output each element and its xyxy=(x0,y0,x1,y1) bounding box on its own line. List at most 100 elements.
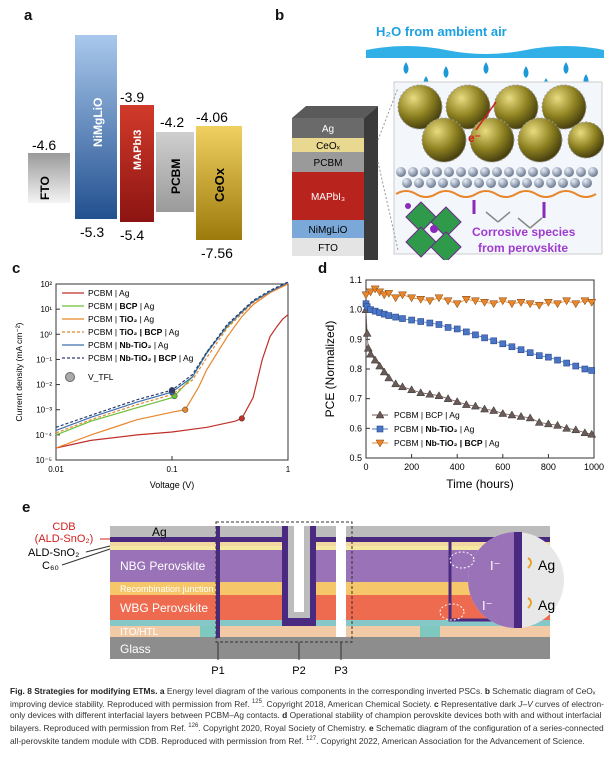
x-tick-label-d: 800 xyxy=(541,462,556,472)
legend-marker-d-0 xyxy=(375,410,385,419)
p1-label: P1 xyxy=(211,665,224,677)
x-tick-label-c: 1 xyxy=(286,465,291,474)
fto-bar xyxy=(28,153,70,203)
electron-label: e⁻ xyxy=(468,131,481,145)
cdb-label-1: CDB xyxy=(52,521,75,533)
data-point-d-1 xyxy=(572,362,580,370)
legend-label-c-0: PCBM | Ag xyxy=(88,288,130,298)
vtfl-point-c-2 xyxy=(182,406,189,413)
data-point-d-0 xyxy=(571,425,581,434)
data-point-d-1 xyxy=(481,334,488,342)
data-point-d-0 xyxy=(384,373,394,382)
x-tick-label-d: 200 xyxy=(404,462,419,472)
legend-label-c-3: PCBM | TiO₂ | BCP | Ag xyxy=(88,327,179,337)
y-axis-label-d: PCE (Normalized) xyxy=(323,321,337,418)
x-axis-label-c: Voltage (V) xyxy=(150,480,195,490)
caption-e-copyright: . Copyright 2022, American Association f… xyxy=(316,736,585,747)
x-tick-label-c: 0.01 xyxy=(48,465,64,474)
y-tick-label-d: 0.7 xyxy=(349,394,362,404)
data-point-d-2 xyxy=(587,299,597,307)
caption-a: Energy level diagram of the various comp… xyxy=(164,686,485,696)
mapbi3-bottom-value: -5.4 xyxy=(120,227,144,243)
y-tick-label-c: 10¹ xyxy=(40,305,52,314)
data-point-d-1 xyxy=(435,321,443,328)
legend-label-c-4: PCBM | Nb-TiO₂ | Ag xyxy=(88,340,169,350)
data-point-d-1 xyxy=(581,365,589,373)
energy-level-diagram: -4.6 FTO NiMgLiO -5.3 -3.9 MAPbI3 -5.4 -… xyxy=(28,35,242,261)
fto-label: FTO xyxy=(38,176,52,200)
electron-arrow xyxy=(475,101,497,131)
y-tick-label-d: 0.6 xyxy=(349,423,362,433)
panel-label-c: c xyxy=(12,260,21,277)
ceox-bottom-value: -7.56 xyxy=(201,245,233,261)
data-point-d-2 xyxy=(562,297,572,306)
ag-zoom-label-2: Ag xyxy=(538,597,555,613)
y-tick-label-d: 0.5 xyxy=(349,453,362,463)
data-point-d-0 xyxy=(498,408,508,417)
panel-label-d: d xyxy=(318,260,328,277)
device-stack: Ag CeOₓ PCBM MAPbI₃ NiMgLiO FTO xyxy=(292,106,378,260)
corrosive-molecules xyxy=(472,200,546,229)
figure-caption: Fig. 8 Strategies for modifying ETMs. a … xyxy=(10,686,604,747)
data-point-d-2 xyxy=(416,296,426,304)
data-point-d-1 xyxy=(463,328,470,336)
x-tick-label-d: 1000 xyxy=(584,462,604,472)
cdb-layer xyxy=(110,537,550,542)
ceox-top-value: -4.06 xyxy=(196,109,228,125)
data-point-d-1 xyxy=(392,313,399,321)
y-tick-label-c: 10⁰ xyxy=(40,330,52,339)
data-point-d-1 xyxy=(408,316,415,324)
data-point-d-0 xyxy=(443,394,453,402)
y-tick-label-d: 0.8 xyxy=(349,364,362,374)
data-point-d-0 xyxy=(507,410,517,419)
iodide-label-1: I⁻ xyxy=(490,558,500,573)
interface-wave xyxy=(395,190,597,198)
legend-vtfl-marker xyxy=(65,372,75,382)
data-point-d-0 xyxy=(362,328,372,337)
data-point-d-1 xyxy=(508,343,516,351)
panel-label-e: e xyxy=(22,499,31,516)
ito-label: ITO/HTL xyxy=(120,627,159,638)
stack-pcbm: PCBM xyxy=(314,158,343,169)
x-tick-label-c: 0.1 xyxy=(166,465,178,474)
recombination-label: Recombination junction xyxy=(120,584,214,594)
y-tick-label-c: 10⁻⁵ xyxy=(36,456,52,465)
x-tick-label-d: 400 xyxy=(450,462,465,472)
panel-label-b: b xyxy=(275,7,285,24)
ag-label: Ag xyxy=(152,525,167,539)
mapbi3-top-value: -3.9 xyxy=(120,89,144,105)
data-point-d-2 xyxy=(452,300,462,309)
data-point-d-1 xyxy=(563,359,570,367)
data-point-d-0 xyxy=(434,391,444,399)
legend-vtfl-label: V_TFL xyxy=(88,372,114,382)
series-line-c-5 xyxy=(55,281,289,428)
y-tick-label-d: 0.9 xyxy=(349,334,362,344)
y-tick-label-c: 10⁻³ xyxy=(36,406,52,415)
data-point-d-2 xyxy=(443,297,453,306)
data-point-d-2 xyxy=(480,299,489,307)
cdb-label-2: (ALD-SnO₂) xyxy=(35,533,94,545)
glass-label: Glass xyxy=(120,642,151,656)
data-point-d-1 xyxy=(554,356,561,364)
y-tick-label-d: 1.0 xyxy=(349,305,362,315)
ceox-label: CeOx xyxy=(212,167,227,202)
data-point-d-0 xyxy=(416,388,426,396)
y-axis-label-c: Current density (mA cm⁻²) xyxy=(14,322,24,421)
glass-layer xyxy=(110,637,550,659)
iodide-label-2: I⁻ xyxy=(482,598,492,613)
y-tick-label-c: 10⁻² xyxy=(36,381,52,390)
data-point-d-2 xyxy=(434,294,444,303)
tandem-module-schematic: Glass ITO/HTL WBG Perovskite Recombinati… xyxy=(28,521,564,677)
legend-label-c-5: PCBM | Nb-TiO₂ | BCP | Ag xyxy=(88,353,194,363)
data-point-d-2 xyxy=(379,291,389,300)
data-point-d-0 xyxy=(516,411,526,420)
stack-ceox: CeOₓ xyxy=(316,141,341,152)
caption-ref-127: 127 xyxy=(306,736,317,743)
p3-label: P3 xyxy=(334,665,347,677)
ag-zoom-label-1: Ag xyxy=(538,557,555,573)
data-point-d-0 xyxy=(452,397,462,405)
data-point-d-2 xyxy=(471,297,480,306)
data-point-d-1 xyxy=(588,367,596,374)
stack-nimglio: NiMgLiO xyxy=(309,225,348,236)
data-point-d-0 xyxy=(587,429,597,438)
